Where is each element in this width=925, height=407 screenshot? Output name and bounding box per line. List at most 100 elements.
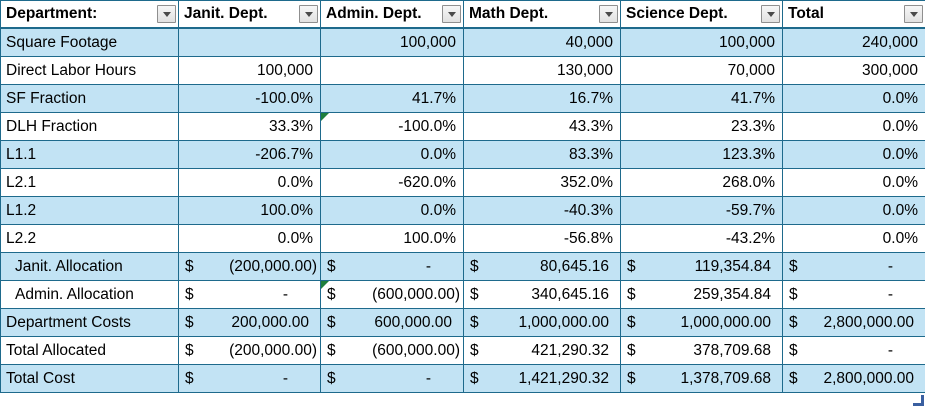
column-header-janit-dept[interactable]: Janit. Dept. — [178, 0, 321, 29]
cell-department-costs-janit-dept[interactable]: $200,000.00 — [178, 308, 321, 337]
cell-l1-1-science-dept[interactable]: 123.3% — [620, 140, 783, 169]
row-label[interactable]: Total Cost — [0, 364, 179, 393]
cell-admin-allocation-total[interactable]: $ - — [782, 280, 925, 309]
cell-l1-1-janit-dept[interactable]: -206.7% — [178, 140, 321, 169]
filter-dropdown-icon[interactable] — [761, 5, 780, 23]
cell-janit-allocation-total[interactable]: $ - — [782, 252, 925, 281]
column-header-label: Department: — [6, 5, 98, 22]
cell-total-allocated-admin-dept[interactable]: $ (600,000.00) — [320, 336, 464, 365]
cell-dlh-fraction-math-dept[interactable]: 43.3% — [463, 112, 621, 141]
cell-l2-2-math-dept[interactable]: -56.8% — [463, 224, 621, 253]
cell-l2-1-janit-dept[interactable]: 0.0% — [178, 168, 321, 197]
cell-square-footage-admin-dept[interactable]: 100,000 — [320, 27, 464, 57]
cell-janit-allocation-janit-dept[interactable]: $ (200,000.00) — [178, 252, 321, 281]
cell-l1-1-math-dept[interactable]: 83.3% — [463, 140, 621, 169]
cell-square-footage-total[interactable]: 240,000 — [782, 27, 925, 57]
cell-department-costs-math-dept[interactable]: $1,000,000.00 — [463, 308, 621, 337]
column-header-total[interactable]: Total — [782, 0, 925, 29]
cell-l1-2-total[interactable]: 0.0% — [782, 196, 925, 225]
cell-direct-labor-hours-admin-dept[interactable] — [320, 56, 464, 85]
filter-dropdown-icon[interactable] — [599, 5, 618, 23]
cell-department-costs-science-dept[interactable]: $1,000,000.00 — [620, 308, 783, 337]
cell-admin-allocation-janit-dept[interactable]: $ - — [178, 280, 321, 309]
cell-dlh-fraction-science-dept[interactable]: 23.3% — [620, 112, 783, 141]
cell-dlh-fraction-total[interactable]: 0.0% — [782, 112, 925, 141]
cell-direct-labor-hours-total[interactable]: 300,000 — [782, 56, 925, 85]
cell-l2-1-total[interactable]: 0.0% — [782, 168, 925, 197]
row-label[interactable]: L2.2 — [0, 224, 179, 253]
cell-l1-2-science-dept[interactable]: -59.7% — [620, 196, 783, 225]
filter-dropdown-icon[interactable] — [904, 5, 923, 23]
row-label[interactable]: Direct Labor Hours — [0, 56, 179, 85]
column-header-science-dept[interactable]: Science Dept. — [620, 0, 783, 29]
row-label[interactable]: Janit. Allocation — [0, 252, 179, 281]
cell-total-allocated-math-dept[interactable]: $421,290.32 — [463, 336, 621, 365]
cell-l2-1-science-dept[interactable]: 268.0% — [620, 168, 783, 197]
cell-l2-2-total[interactable]: 0.0% — [782, 224, 925, 253]
cell-l1-1-total[interactable]: 0.0% — [782, 140, 925, 169]
column-header-admin-dept[interactable]: Admin. Dept. — [320, 0, 464, 29]
cell-l2-1-math-dept[interactable]: 352.0% — [463, 168, 621, 197]
cell-sf-fraction-janit-dept[interactable]: -100.0% — [178, 84, 321, 113]
cell-direct-labor-hours-janit-dept[interactable]: 100,000 — [178, 56, 321, 85]
row-label[interactable]: DLH Fraction — [0, 112, 179, 141]
row-label[interactable]: SF Fraction — [0, 84, 179, 113]
table-row-direct-labor-hours: Direct Labor Hours 100,000 130,000 70,000 30… — [0, 56, 925, 85]
cell-janit-allocation-math-dept[interactable]: $80,645.16 — [463, 252, 621, 281]
cell-department-costs-admin-dept[interactable]: $600,000.00 — [320, 308, 464, 337]
row-label[interactable]: Admin. Allocation — [0, 280, 179, 309]
cell-l1-2-janit-dept[interactable]: 100.0% — [178, 196, 321, 225]
cell-l2-2-science-dept[interactable]: -43.2% — [620, 224, 783, 253]
cell-l2-2-admin-dept[interactable]: 100.0% — [320, 224, 464, 253]
filter-dropdown-icon[interactable] — [442, 5, 461, 23]
cell-square-footage-science-dept[interactable]: 100,000 — [620, 27, 783, 57]
row-label[interactable]: L1.1 — [0, 140, 179, 169]
cell-total-cost-math-dept[interactable]: $1,421,290.32 — [463, 364, 621, 393]
cell-l2-2-janit-dept[interactable]: 0.0% — [178, 224, 321, 253]
cell-direct-labor-hours-math-dept[interactable]: 130,000 — [463, 56, 621, 85]
cell-admin-allocation-admin-dept[interactable]: $ (600,000.00) — [320, 280, 464, 309]
cell-square-footage-janit-dept[interactable] — [178, 27, 321, 57]
row-label[interactable]: Total Allocated — [0, 336, 179, 365]
cell-admin-allocation-math-dept[interactable]: $340,645.16 — [463, 280, 621, 309]
cell-sf-fraction-science-dept[interactable]: 41.7% — [620, 84, 783, 113]
cell-total-cost-janit-dept[interactable]: $ - — [178, 364, 321, 393]
cell-dlh-fraction-janit-dept[interactable]: 33.3% — [178, 112, 321, 141]
cell-direct-labor-hours-science-dept[interactable]: 70,000 — [620, 56, 783, 85]
cell-dlh-fraction-admin-dept[interactable]: -100.0% — [320, 112, 464, 141]
column-header-math-dept[interactable]: Math Dept. — [463, 0, 621, 29]
filter-dropdown-icon[interactable] — [299, 5, 318, 23]
row-label[interactable]: Department Costs — [0, 308, 179, 337]
cell-l2-1-admin-dept[interactable]: -620.0% — [320, 168, 464, 197]
cell-sf-fraction-math-dept[interactable]: 16.7% — [463, 84, 621, 113]
cell-total-allocated-science-dept[interactable]: $378,709.68 — [620, 336, 783, 365]
cell-total-cost-admin-dept[interactable]: $ - — [320, 364, 464, 393]
currency-symbol: $ — [470, 313, 479, 331]
cell-total-allocated-janit-dept[interactable]: $ (200,000.00) — [178, 336, 321, 365]
table-resize-handle[interactable] — [913, 395, 924, 406]
filter-dropdown-icon[interactable] — [157, 5, 176, 23]
currency-symbol: $ — [327, 257, 336, 275]
table-row-admin-allocation: Admin. Allocation $ - $ (600,000.00) $340,645… — [0, 280, 925, 309]
cell-admin-allocation-science-dept[interactable]: $259,354.84 — [620, 280, 783, 309]
cell-total-cost-science-dept[interactable]: $1,378,709.68 — [620, 364, 783, 393]
cell-square-footage-math-dept[interactable]: 40,000 — [463, 27, 621, 57]
cell-janit-allocation-admin-dept[interactable]: $ - — [320, 252, 464, 281]
cell-l1-2-admin-dept[interactable]: 0.0% — [320, 196, 464, 225]
cell-sf-fraction-admin-dept[interactable]: 41.7% — [320, 84, 464, 113]
currency-symbol: $ — [327, 369, 336, 387]
cell-total-allocated-total[interactable]: $ - — [782, 336, 925, 365]
cell-l1-1-admin-dept[interactable]: 0.0% — [320, 140, 464, 169]
cell-janit-allocation-science-dept[interactable]: $119,354.84 — [620, 252, 783, 281]
cell-total-cost-total[interactable]: $2,800,000.00 — [782, 364, 925, 393]
row-label[interactable]: L2.1 — [0, 168, 179, 197]
row-label[interactable]: L1.2 — [0, 196, 179, 225]
cell-sf-fraction-total[interactable]: 0.0% — [782, 84, 925, 113]
cell-department-costs-total[interactable]: $2,800,000.00 — [782, 308, 925, 337]
currency-symbol: $ — [627, 285, 636, 303]
column-header-label: Total — [788, 5, 824, 22]
row-label[interactable]: Square Footage — [0, 27, 179, 57]
cell-l1-2-math-dept[interactable]: -40.3% — [463, 196, 621, 225]
column-header-department[interactable]: Department: — [0, 0, 179, 29]
table-row-l1-2: L1.2 100.0% 0.0% -40.3% -59.7% 0.0% — [0, 196, 925, 225]
